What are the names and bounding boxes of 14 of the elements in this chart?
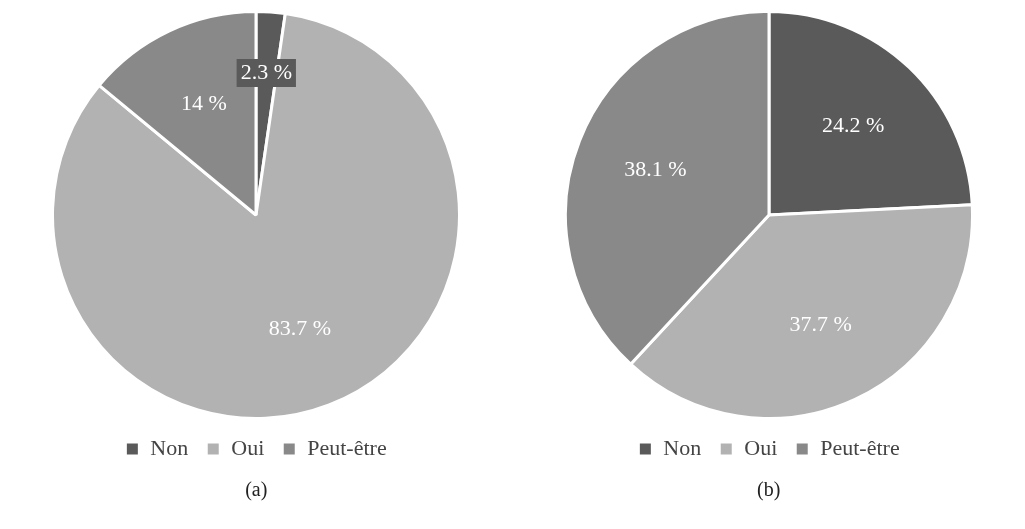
- data-label: 24.2 %: [821, 112, 885, 138]
- legend-label: Oui: [231, 434, 265, 460]
- data-label: 38.1 %: [623, 156, 687, 182]
- legend-label: Non: [150, 434, 189, 460]
- legend-label: Oui: [743, 434, 777, 460]
- legend-label: Non: [663, 434, 701, 460]
- legend-label: Peut-être: [307, 434, 387, 460]
- data-label: 2.3 %: [240, 58, 293, 84]
- data-label: 83.7 %: [268, 314, 332, 340]
- data-label: 14 %: [181, 90, 228, 116]
- text: (a): [245, 478, 268, 501]
- legend-label: Peut-être: [819, 434, 900, 460]
- text: (b): [757, 478, 781, 501]
- data-label: 37.7 %: [789, 311, 852, 337]
